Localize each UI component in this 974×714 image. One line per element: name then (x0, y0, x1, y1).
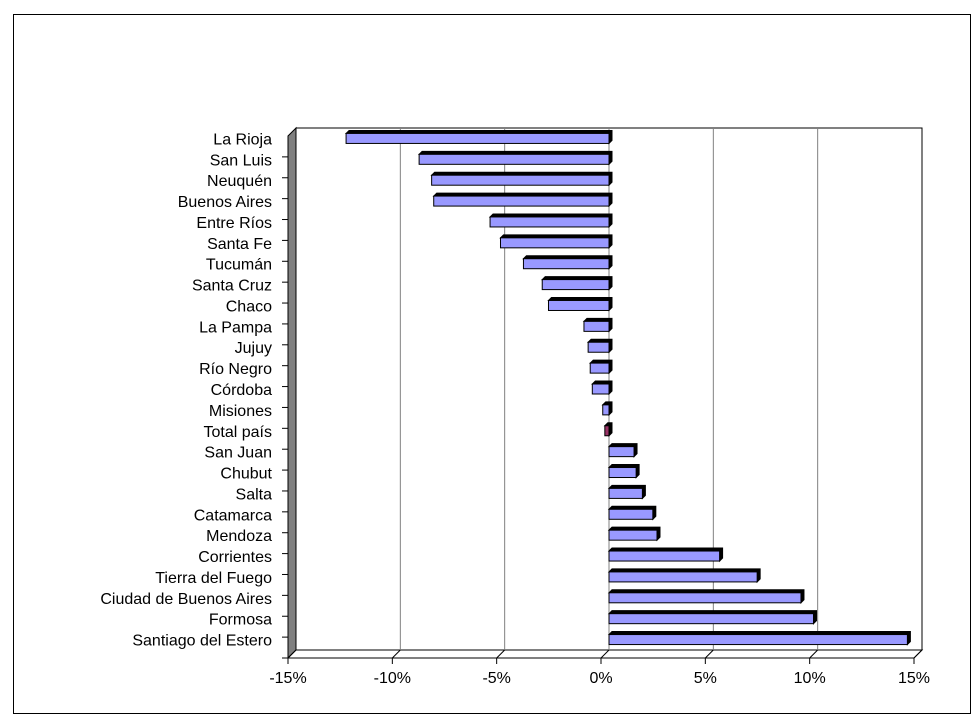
category-label: Chubut (220, 466, 272, 483)
category-label: Corrientes (198, 549, 272, 566)
bar-face (608, 446, 635, 458)
floor-gridline (496, 649, 506, 659)
bar-face (433, 195, 610, 207)
bar-face (608, 571, 758, 583)
bar (344, 129, 613, 145)
bar (417, 150, 613, 166)
category-label: San Luis (210, 152, 272, 169)
floor-gridline (600, 649, 610, 659)
x-tick-label: 10% (794, 670, 826, 687)
category-label: Total país (204, 424, 272, 441)
floor-gridline (704, 649, 714, 659)
bar-face (345, 132, 610, 144)
x-tick-labels: -15% -10% -5% 0% 5% 10% 15% (269, 670, 930, 687)
category-label: Jujuy (235, 340, 272, 357)
bar-face (547, 299, 610, 311)
bar (522, 255, 613, 270)
category-label: Mendoza (206, 528, 272, 545)
category-label: Ciudad de Buenos Aires (100, 591, 272, 608)
category-label: Formosa (209, 612, 272, 629)
category-label: Misiones (209, 403, 272, 420)
x-tick-label: -10% (374, 670, 411, 687)
category-label: San Juan (204, 445, 272, 462)
bar (430, 171, 613, 187)
category-label: Tucumán (206, 257, 272, 274)
category-labels: La Rioja San Luis Neuquén Buenos Aires Entre… (100, 131, 272, 649)
bar (432, 192, 613, 208)
category-label: Santa Fe (207, 236, 272, 253)
bar-face (591, 383, 610, 395)
bar (603, 422, 613, 437)
category-label: Santiago del Estero (132, 633, 272, 650)
side-wall (287, 126, 297, 660)
bar (607, 547, 724, 563)
category-label: Santa Cruz (192, 278, 272, 295)
category-label: Entre Ríos (196, 215, 272, 232)
x-tick-label: -15% (269, 670, 306, 687)
bars (344, 129, 911, 646)
bar-face (522, 258, 610, 270)
floor-gridline (913, 649, 923, 659)
x-tick-label: 15% (898, 670, 930, 687)
bar (607, 610, 817, 625)
bar (589, 359, 613, 375)
category-label: Salta (236, 486, 273, 503)
bar (541, 276, 613, 291)
category-label: Catamarca (194, 507, 272, 524)
bar-face (608, 529, 658, 541)
category-label: Córdoba (211, 382, 272, 399)
category-label: Buenos Aires (178, 194, 272, 211)
bar (547, 296, 613, 312)
bar-face (589, 362, 610, 374)
bar (607, 443, 638, 458)
bar-face (431, 174, 610, 186)
floor-gridline (287, 649, 297, 659)
bar-face (418, 153, 610, 165)
bar-face (608, 487, 643, 499)
bar-face (608, 550, 721, 562)
bar (591, 380, 613, 396)
bar-face (604, 425, 610, 437)
bar (607, 505, 657, 521)
bar (607, 484, 646, 500)
bar (607, 568, 761, 584)
bar (582, 317, 613, 333)
bar-face (608, 634, 908, 646)
bar (607, 526, 661, 542)
bar-face (608, 613, 814, 625)
bar (607, 589, 805, 605)
floor-gridline (391, 649, 401, 659)
bar (586, 338, 613, 354)
bar (488, 213, 613, 229)
bar-face (541, 279, 610, 291)
category-label: La Rioja (213, 131, 272, 148)
bar-face (587, 341, 610, 353)
gridlines (282, 128, 923, 664)
bar (607, 464, 640, 479)
bar-face (499, 237, 610, 249)
category-label: Tierra del Fuego (155, 570, 272, 587)
bar-face (608, 592, 802, 604)
bar (499, 234, 613, 250)
bar (601, 401, 613, 417)
bar (607, 631, 911, 646)
category-label: La Pampa (199, 319, 272, 336)
bar-face (602, 404, 610, 416)
bar-face (583, 320, 610, 332)
category-label: Río Negro (199, 361, 272, 378)
floor-gridline (809, 649, 819, 659)
bar-face (608, 467, 637, 479)
x-tick-label: -5% (482, 670, 510, 687)
category-label: Neuquén (207, 173, 272, 190)
bar-face (489, 216, 610, 228)
bar-face (608, 508, 654, 520)
category-label: Chaco (226, 298, 272, 315)
x-tick-label: 0% (589, 670, 612, 687)
x-tick-label: 5% (694, 670, 717, 687)
